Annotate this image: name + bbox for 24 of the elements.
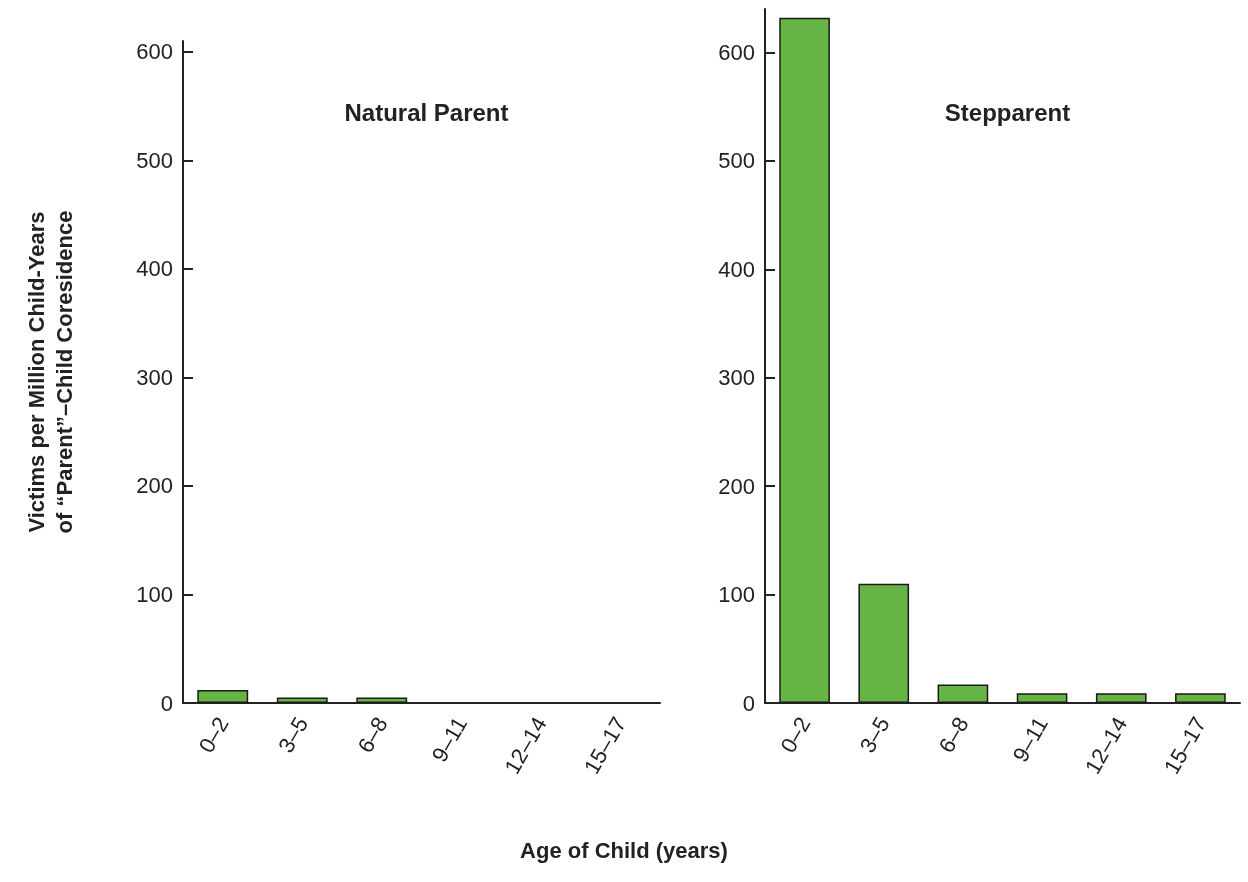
text: Natural Parent xyxy=(344,98,509,126)
x-tick-label: 3–5 xyxy=(273,712,314,758)
x-tick-label: 3–5 xyxy=(854,712,895,758)
x-tick-label: 6–8 xyxy=(352,712,393,758)
y-tick-label: 600 xyxy=(718,39,755,65)
text: Stepparent xyxy=(944,98,1071,126)
y-axis-title: Victims per Million Child-Years of “Parent”–Child Coresidence xyxy=(23,210,77,534)
y-tick-label: 200 xyxy=(136,473,173,499)
x-tick-label: 6–8 xyxy=(933,712,974,758)
x-tick-label: 0–2 xyxy=(775,712,816,758)
y-tick-label: 0 xyxy=(742,690,755,716)
y-tick-label: 400 xyxy=(718,256,755,282)
x-tick-label: 0–2 xyxy=(193,712,234,758)
x-axis-title: Age of Child (years) xyxy=(519,838,729,864)
y-tick-label: 500 xyxy=(136,147,173,173)
y-tick-label: 200 xyxy=(718,473,755,499)
y-tick-label: 300 xyxy=(718,365,755,391)
y-tick-label: 300 xyxy=(136,364,173,390)
y-tick-label: 500 xyxy=(718,148,755,174)
y-tick-label: 100 xyxy=(718,582,755,608)
y-tick-label: 600 xyxy=(136,39,173,65)
y-tick-label: 0 xyxy=(160,690,173,716)
y-tick-label: 400 xyxy=(136,256,173,282)
y-tick-label: 100 xyxy=(136,581,173,607)
